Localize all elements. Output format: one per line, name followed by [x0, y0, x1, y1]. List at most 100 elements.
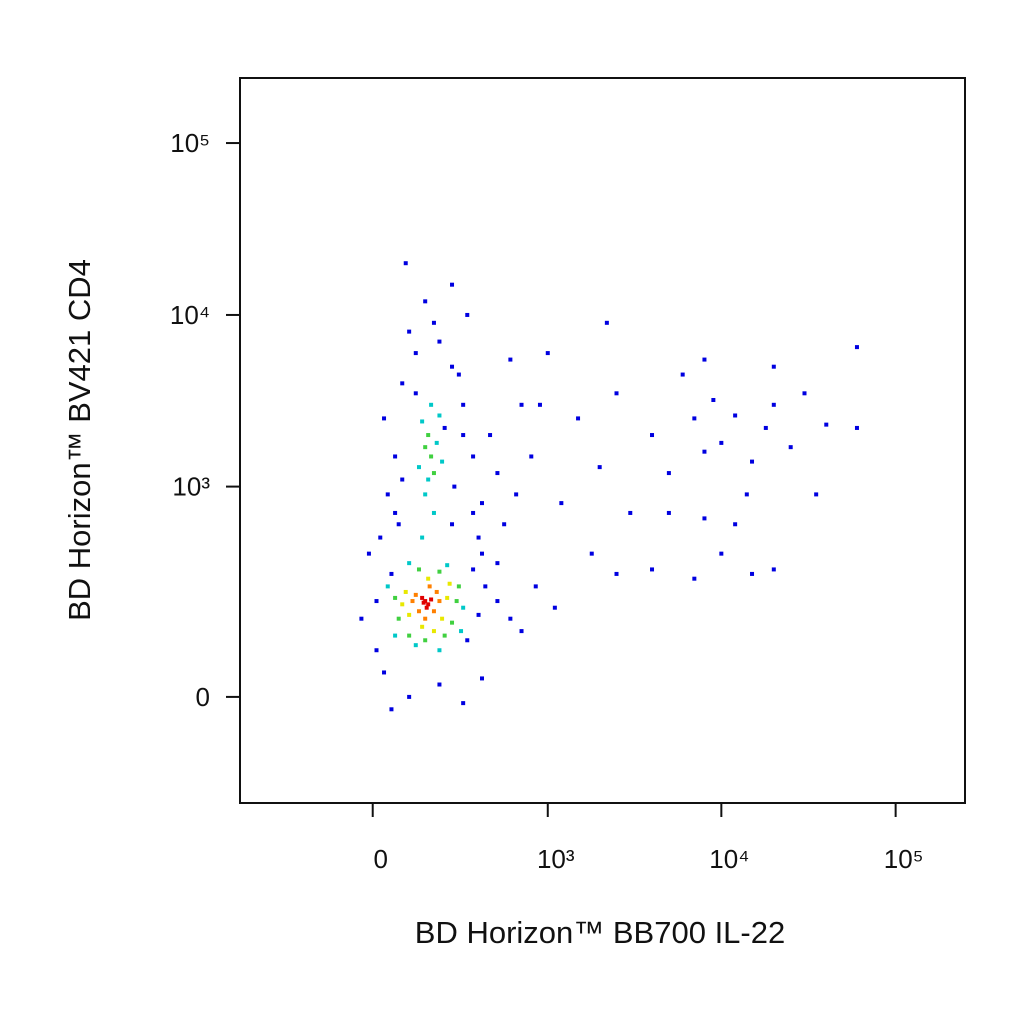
data-point: [396, 616, 401, 621]
data-point: [382, 670, 387, 675]
data-point: [771, 364, 776, 369]
data-point: [420, 535, 425, 540]
data-point: [393, 454, 398, 459]
data-point: [533, 584, 538, 589]
data-point: [416, 567, 421, 572]
data-point: [589, 551, 594, 556]
data-point: [410, 599, 415, 604]
data-point: [514, 492, 519, 497]
data-point: [426, 576, 431, 581]
data-point: [378, 535, 383, 540]
x-axis-label: BD Horizon™ BB700 IL-22: [415, 915, 785, 950]
data-point: [431, 609, 436, 614]
data-point: [420, 419, 425, 424]
data-point: [440, 616, 445, 621]
data-point: [426, 602, 431, 607]
data-point: [702, 516, 707, 521]
y-axis-label: BD Horizon™ BV421 CD4: [62, 259, 97, 621]
data-point: [423, 638, 428, 643]
data-point: [480, 676, 485, 681]
data-point: [559, 501, 564, 506]
data-point: [393, 595, 398, 600]
data-point: [431, 320, 436, 325]
data-point: [437, 682, 442, 687]
data-point: [454, 599, 459, 604]
data-point: [733, 413, 738, 418]
data-point: [461, 433, 466, 438]
data-point: [423, 299, 428, 304]
data-point: [537, 402, 542, 407]
data-point: [437, 339, 442, 344]
data-point: [471, 454, 476, 459]
data-point: [407, 612, 412, 617]
data-point: [719, 551, 724, 556]
data-point: [456, 584, 461, 589]
data-point: [400, 602, 405, 607]
data-point: [471, 567, 476, 572]
data-point: [434, 589, 439, 594]
data-point: [744, 492, 749, 497]
data-point: [445, 563, 450, 568]
data-point: [407, 694, 412, 699]
x-tick-label: 10⁴: [709, 844, 749, 874]
data-point: [423, 616, 428, 621]
data-point: [374, 648, 379, 653]
data-point: [440, 459, 445, 464]
data-point: [692, 576, 697, 581]
data-point: [393, 633, 398, 638]
data-point: [480, 551, 485, 556]
y-tick-label: 10³: [172, 471, 210, 501]
y-tick-label: 10⁵: [170, 128, 210, 158]
data-point: [461, 402, 466, 407]
data-point: [508, 357, 513, 362]
data-point: [771, 402, 776, 407]
data-point: [495, 561, 500, 566]
data-point: [680, 372, 685, 377]
data-point: [483, 584, 488, 589]
data-point: [400, 381, 405, 386]
data-point: [666, 510, 671, 515]
data-point: [461, 701, 466, 706]
data-point: [423, 492, 428, 497]
data-point: [763, 425, 768, 430]
data-point: [426, 477, 431, 482]
data-point: [495, 471, 500, 476]
y-tick-label: 0: [196, 682, 210, 712]
data-point: [413, 592, 418, 597]
data-point: [750, 571, 755, 576]
data-point: [824, 422, 829, 427]
data-point: [403, 589, 408, 594]
data-point: [431, 510, 436, 515]
data-point: [459, 629, 464, 634]
data-point: [389, 571, 394, 576]
data-point: [434, 440, 439, 445]
data-point: [450, 522, 455, 527]
data-point: [461, 605, 466, 610]
data-point: [447, 581, 452, 586]
data-point: [771, 567, 776, 572]
data-point: [628, 510, 633, 515]
data-point: [403, 261, 408, 266]
data-point: [429, 402, 434, 407]
data-point: [359, 616, 364, 621]
data-point: [802, 391, 807, 396]
data-point: [396, 522, 401, 527]
plot-frame: [239, 77, 966, 804]
data-point: [420, 595, 425, 600]
data-point: [488, 433, 493, 438]
data-point: [382, 416, 387, 421]
data-point: [529, 454, 534, 459]
data-point: [545, 351, 550, 356]
x-tick-label: 0: [373, 844, 387, 874]
data-point: [480, 501, 485, 506]
data-point: [450, 364, 455, 369]
data-point: [385, 492, 390, 497]
data-point: [442, 633, 447, 638]
data-point: [429, 454, 434, 459]
data-point: [385, 584, 390, 589]
data-point: [614, 571, 619, 576]
data-point: [465, 638, 470, 643]
data-point: [666, 471, 671, 476]
data-point: [471, 510, 476, 515]
